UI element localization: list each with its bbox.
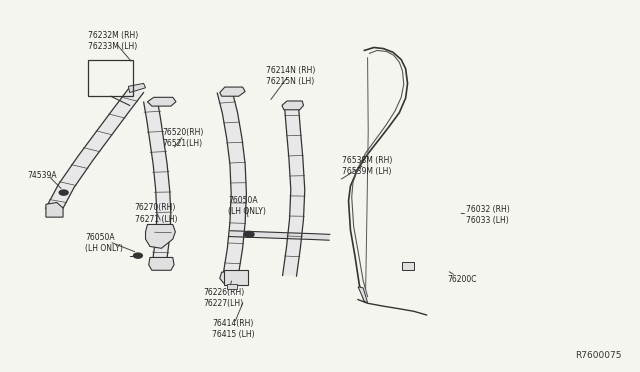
Text: 76032 (RH)
76033 (LH): 76032 (RH) 76033 (LH) xyxy=(466,205,509,225)
Bar xyxy=(227,284,237,289)
Circle shape xyxy=(244,231,254,237)
Text: 76200C: 76200C xyxy=(447,275,476,284)
Polygon shape xyxy=(220,272,242,283)
Polygon shape xyxy=(148,257,174,270)
Text: 76538M (RH)
76539M (LH): 76538M (RH) 76539M (LH) xyxy=(342,156,392,176)
Polygon shape xyxy=(147,97,176,106)
Bar xyxy=(223,270,248,285)
Polygon shape xyxy=(145,224,175,248)
Text: 76414(RH)
76415 (LH): 76414(RH) 76415 (LH) xyxy=(212,319,255,339)
Polygon shape xyxy=(230,231,330,240)
Text: R7600075: R7600075 xyxy=(575,351,621,360)
Circle shape xyxy=(134,253,142,258)
Polygon shape xyxy=(358,287,367,302)
Polygon shape xyxy=(283,105,305,276)
Text: 76050A
(LH ONLY): 76050A (LH ONLY) xyxy=(228,196,266,216)
Polygon shape xyxy=(282,101,303,110)
Circle shape xyxy=(60,190,68,195)
Text: 76226(RH)
76227(LH): 76226(RH) 76227(LH) xyxy=(204,288,244,308)
Polygon shape xyxy=(143,101,171,258)
Polygon shape xyxy=(129,83,145,93)
Text: 76050A
(LH ONLY): 76050A (LH ONLY) xyxy=(85,233,123,253)
Bar xyxy=(403,262,414,270)
Polygon shape xyxy=(45,89,143,211)
Text: 76214N (RH)
76215N (LH): 76214N (RH) 76215N (LH) xyxy=(266,66,316,86)
Bar xyxy=(88,60,133,96)
Polygon shape xyxy=(218,92,246,273)
Text: 76232M (RH)
76233M (LH): 76232M (RH) 76233M (LH) xyxy=(88,31,139,51)
Polygon shape xyxy=(220,87,245,96)
Text: 76270(RH)
76271 (LH): 76270(RH) 76271 (LH) xyxy=(135,203,177,224)
Polygon shape xyxy=(46,202,63,217)
Text: 74539A: 74539A xyxy=(27,170,56,180)
Text: 76520(RH)
76521(LH): 76520(RH) 76521(LH) xyxy=(163,128,204,148)
